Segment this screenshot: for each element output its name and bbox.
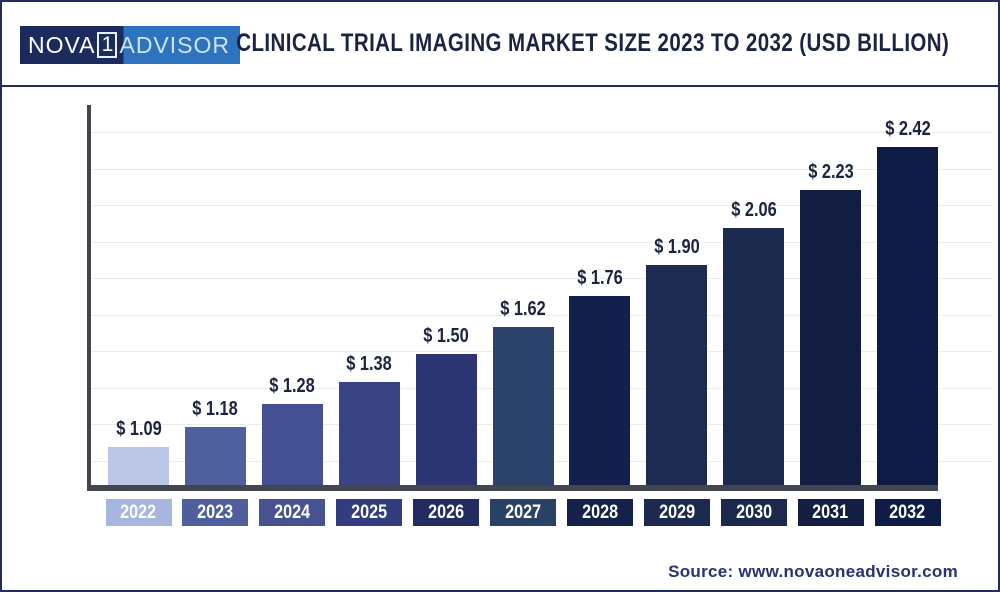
x-axis-year-label: 2024 (259, 499, 326, 526)
x-axis-line (87, 485, 938, 491)
gridline (89, 132, 992, 133)
x-axis-year-label: 2027 (490, 499, 556, 526)
year-text: 2032 (889, 501, 926, 523)
bar-value-label: $ 2.42 (884, 118, 931, 140)
bar-value-label: $ 1.38 (346, 353, 392, 375)
source-attribution: Source: www.novaoneadvisor.com (668, 562, 958, 581)
x-axis-year-label: 2031 (797, 499, 864, 526)
y-axis-line (87, 105, 91, 485)
gridline (89, 205, 992, 206)
bar-value-label: $ 1.09 (115, 418, 162, 440)
logo-text-advisor: ADVISOR (119, 31, 231, 58)
year-text: 2031 (812, 501, 849, 523)
x-axis-year-label: 2025 (336, 499, 403, 526)
x-axis-year-label: 2030 (720, 499, 787, 526)
bar-value-label: $ 1.62 (500, 298, 546, 320)
bar-2022 (108, 447, 169, 485)
bar-chart: $ 1.09 $ 1.18 $ 1.28 $ 1.38 $ 1.50 $ 1.62 $ 1.… (2, 89, 998, 590)
year-text: 2022 (120, 501, 157, 523)
x-axis-year-label: 2028 (566, 499, 633, 526)
year-text: 2023 (197, 501, 234, 523)
year-text: 2025 (351, 501, 388, 523)
logo-text-nova: NOVA (28, 31, 96, 58)
bar-2032 (877, 147, 938, 485)
page-title: CLINICAL TRIAL IMAGING MARKET SIZE 2023 … (236, 29, 949, 57)
bar-value-label: $ 1.28 (269, 375, 316, 397)
year-text: 2027 (505, 501, 541, 523)
bar-2029 (646, 265, 708, 485)
bar-value-label: $ 2.23 (807, 161, 854, 183)
bar-value-label: $ 1.18 (192, 398, 239, 420)
x-axis-year-label: 2032 (874, 499, 941, 526)
bar-value-label: $ 2.06 (730, 199, 777, 221)
year-text: 2024 (274, 501, 311, 523)
bar-2028 (569, 296, 631, 485)
bar-2027 (492, 327, 554, 485)
bar-2031 (800, 190, 862, 485)
x-axis-year-label: 2022 (105, 499, 172, 526)
header: NOVA 1 ADVISOR CLINICAL TRIAL IMAGING MA… (2, 2, 998, 87)
bar-value-label: $ 1.76 (577, 267, 623, 289)
x-axis-year-label: 2023 (182, 499, 249, 526)
year-text: 2028 (581, 501, 618, 523)
bar-value-label: $ 1.90 (653, 236, 700, 258)
bar-2026 (415, 354, 477, 485)
bar-value-label: $ 1.50 (423, 325, 469, 347)
title-wrap: CLINICAL TRIAL IMAGING MARKET SIZE 2023 … (202, 2, 983, 85)
bar-2023 (184, 427, 246, 485)
year-text: 2029 (658, 501, 695, 523)
gridline (89, 241, 992, 243)
year-text: 2030 (735, 501, 772, 523)
nova-one-advisor-logo: NOVA 1 ADVISOR (20, 26, 241, 64)
x-axis-year-label: 2026 (413, 499, 480, 526)
logo-one-box: 1 (97, 32, 118, 58)
gridline (89, 314, 992, 316)
gridline (89, 278, 992, 279)
bar-2030 (723, 228, 785, 485)
bar-2025 (338, 382, 400, 485)
year-text: 2026 (428, 501, 465, 523)
bar-2024 (261, 404, 323, 485)
x-axis-year-label: 2029 (643, 499, 710, 526)
gridline (89, 168, 992, 170)
